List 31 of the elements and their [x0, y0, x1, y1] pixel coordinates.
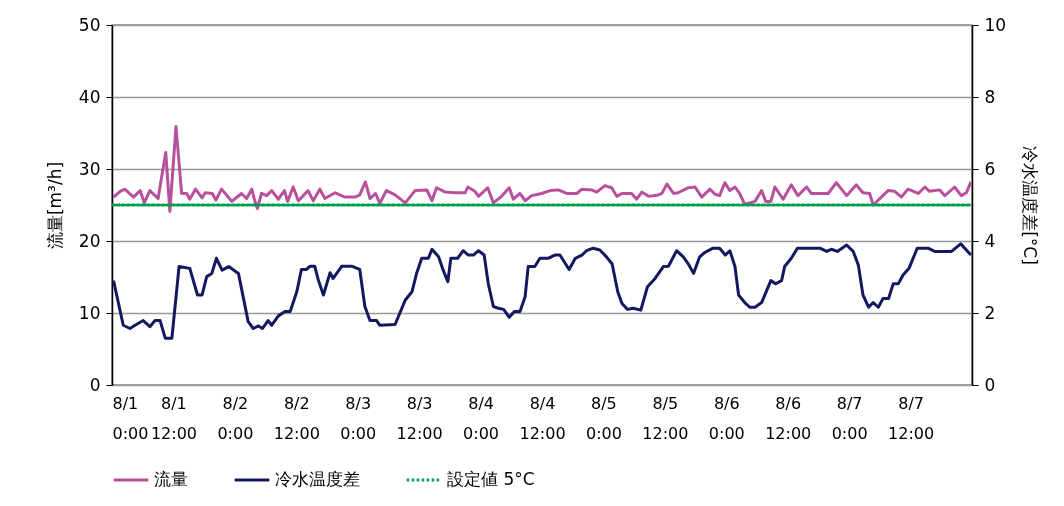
x-tick-label: 8/2 0:00: [217, 393, 254, 443]
x-tick-label: 8/1 0:00: [112, 393, 149, 443]
y-tick-label: 10: [78, 302, 101, 323]
x-tick-label: 8/4 0:00: [463, 393, 500, 443]
y-tick-label: 20: [78, 230, 101, 251]
x-tick-label: 8/3 12:00: [396, 393, 443, 443]
y-tick-label: 50: [78, 14, 101, 35]
y2-tick-label: 2: [984, 302, 996, 323]
y-tick-label: 40: [78, 86, 101, 107]
x-tick-label: 8/6 12:00: [765, 393, 812, 443]
legend-label: 流量: [154, 469, 188, 489]
x-tick-label: 8/3 0:00: [340, 393, 377, 443]
y2-tick-label: 6: [984, 158, 996, 179]
y2-tick-label: 10: [984, 14, 1007, 35]
y2-axis-title: 冷水温度差[°C]: [1020, 146, 1041, 265]
x-tick-label: 8/6 0:00: [708, 393, 745, 443]
legend-label: 冷水温度差: [275, 469, 360, 489]
x-tick-label: 8/4 12:00: [519, 393, 566, 443]
legend-label: 設定値 5°C: [447, 469, 535, 489]
y2-tick-label: 0: [984, 374, 996, 395]
x-tick-label: 8/7 0:00: [831, 393, 868, 443]
y2-tick-label: 8: [984, 86, 996, 107]
y-tick-label: 30: [78, 158, 101, 179]
y2-tick-label: 4: [984, 230, 996, 251]
x-tick-label: 8/1 12:00: [150, 393, 197, 443]
y-tick-label: 0: [89, 374, 101, 395]
x-tick-label: 8/5 0:00: [585, 393, 622, 443]
x-tick-label: 8/5 12:00: [642, 393, 689, 443]
x-tick-label: 8/2 12:00: [273, 393, 320, 443]
x-tick-label: 8/7 12:00: [888, 393, 935, 443]
y-axis-title: 流量[m³/h]: [44, 161, 65, 250]
